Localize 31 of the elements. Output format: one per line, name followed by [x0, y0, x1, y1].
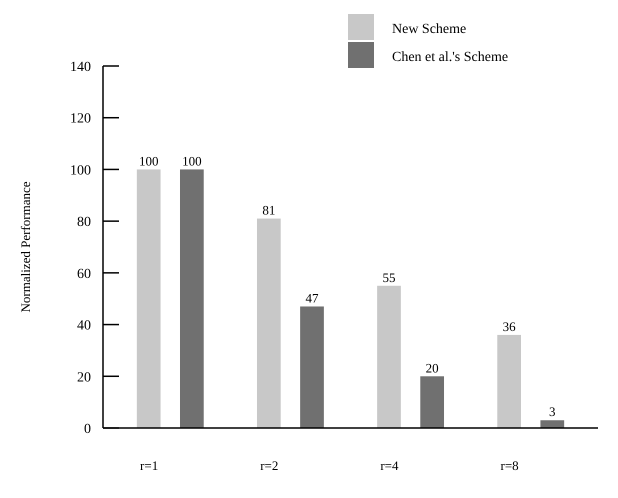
y-tick-label: 100 [70, 163, 91, 178]
bar [300, 306, 324, 428]
y-tick-label: 140 [70, 60, 91, 75]
data-label: 20 [426, 360, 439, 376]
x-tick-label: r=2 [260, 458, 278, 473]
y-axis-title: Normalized Performance [18, 181, 33, 313]
y-tick-label: 20 [77, 370, 91, 386]
data-label: 81 [262, 202, 276, 218]
legend-label: Chen et al.'s Scheme [392, 50, 508, 65]
y-tick-label: 120 [70, 112, 91, 127]
x-tick-label: r=8 [500, 458, 519, 473]
y-tick-label: 60 [77, 266, 91, 282]
data-label: 47 [306, 290, 320, 306]
data-label: 36 [502, 318, 516, 334]
bar [540, 420, 564, 428]
data-label: 100 [182, 153, 202, 168]
y-tick-label: 80 [77, 215, 91, 230]
legend-label: New Scheme [392, 22, 466, 37]
data-label: 55 [382, 270, 396, 285]
x-tick-label: r=1 [140, 458, 158, 473]
data-label: 100 [138, 153, 158, 168]
bar [136, 169, 161, 428]
bar [256, 218, 281, 428]
y-tick-label: 0 [84, 422, 91, 437]
bar [497, 334, 522, 428]
bar [180, 169, 204, 428]
bar [420, 376, 444, 428]
y-tick-label: 40 [77, 318, 91, 334]
x-tick-label: r=4 [380, 458, 399, 473]
data-label: 3 [549, 404, 556, 420]
bar [377, 286, 401, 428]
